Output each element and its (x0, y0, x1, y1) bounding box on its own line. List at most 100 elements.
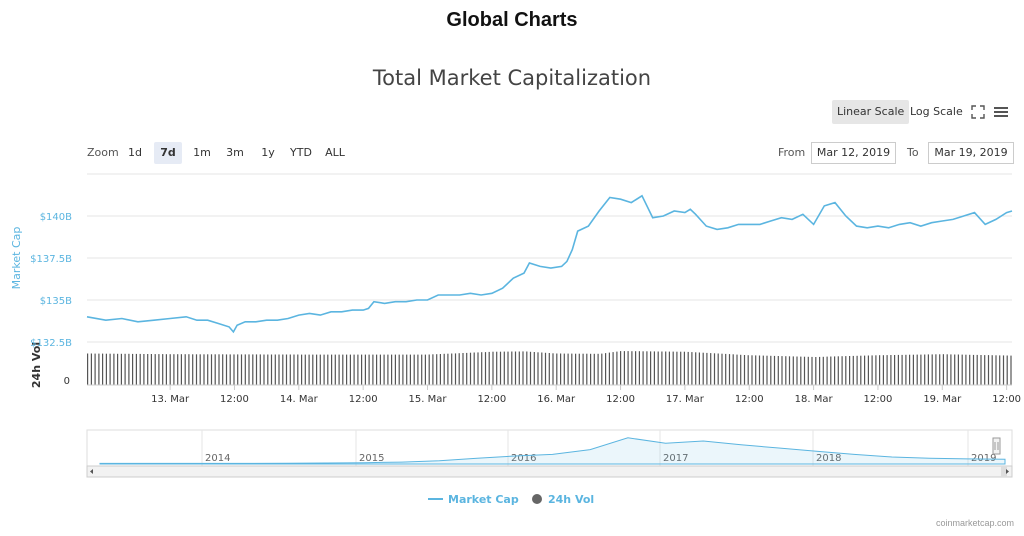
volume-bar (713, 353, 716, 385)
volume-bar (567, 353, 569, 385)
volume-bar (255, 354, 258, 385)
volume-bar (957, 354, 959, 385)
x-tick-label: 15. Mar (409, 394, 448, 405)
volume-bar (608, 352, 610, 385)
volume-bar (770, 355, 772, 385)
volume-bar (815, 357, 817, 385)
zoom-7d-button[interactable]: 7d (154, 142, 182, 164)
volume-bar (777, 356, 779, 385)
volume-bar (548, 353, 550, 385)
volume-bar (270, 354, 273, 385)
volume-bar (90, 353, 92, 385)
volume-bar (361, 354, 363, 385)
navigator-year-label: 2017 (663, 453, 688, 464)
legend: Market Cap 24h Vol (428, 493, 594, 506)
volume-bar (537, 352, 539, 385)
scroll-right-arrow-icon[interactable] (1006, 469, 1009, 474)
volume-bar (541, 352, 543, 385)
volume-bar (732, 354, 734, 385)
volume-bar (747, 355, 749, 385)
volume-bar (657, 351, 659, 385)
volume-bar (87, 353, 89, 385)
menu-icon[interactable] (993, 104, 1009, 120)
volume-bar (368, 354, 370, 385)
navigator-scrollbar[interactable] (86, 465, 1013, 478)
from-date-input[interactable]: Mar 12, 2019 (811, 142, 896, 164)
volume-bar (912, 354, 914, 385)
volume-bar (623, 351, 625, 385)
volume-bar (969, 354, 971, 385)
to-date-input[interactable]: Mar 19, 2019 (928, 142, 1014, 164)
volume-bar (139, 353, 141, 385)
volume-bar (177, 354, 179, 385)
volume-bar (109, 353, 111, 385)
volume-bar (402, 354, 404, 385)
volume-bar (841, 356, 843, 385)
volume-bar (691, 352, 693, 385)
volume-bar (316, 354, 318, 385)
scroll-left-arrow-icon[interactable] (90, 469, 93, 474)
volume-bar (319, 354, 321, 385)
zoom-ytd-button[interactable]: YTD (290, 146, 312, 159)
volume-bar (409, 354, 411, 385)
zoom-1m-button[interactable]: 1m (193, 146, 211, 159)
volume-bar (391, 354, 393, 385)
volume-bar (466, 352, 468, 385)
volume-bar (950, 354, 952, 385)
navigator-handle[interactable] (992, 437, 1001, 455)
volume-bar (605, 353, 607, 385)
volume-bar (661, 351, 663, 385)
volume-bar (447, 353, 449, 385)
volume-bar (819, 356, 821, 385)
navigator-year-label: 2018 (816, 453, 841, 464)
y-tick-label: $135B (40, 296, 72, 307)
volume-bar (132, 353, 134, 385)
volume-bar (432, 354, 434, 385)
volume-bar (867, 355, 869, 385)
log-scale-button[interactable]: Log Scale (910, 105, 963, 118)
volume-bar (421, 354, 423, 385)
volume-bar (638, 351, 640, 385)
x-tick-label: 12:00 (349, 394, 378, 405)
volume-bar (665, 351, 667, 385)
volume-bar (582, 353, 584, 385)
zoom-3m-button[interactable]: 3m (226, 146, 244, 159)
volume-bar (105, 353, 107, 385)
volume-bar (687, 351, 689, 385)
volume-bar (939, 354, 941, 385)
zoom-all-button[interactable]: ALL (325, 146, 345, 159)
volume-bar (894, 355, 896, 385)
legend-market-cap-label[interactable]: Market Cap (448, 493, 519, 506)
volume-bar (150, 354, 152, 385)
fullscreen-icon[interactable] (970, 104, 986, 120)
linear-scale-button[interactable]: Linear Scale (832, 100, 910, 124)
zoom-1d-button[interactable]: 1d (128, 146, 142, 159)
volume-bar (845, 356, 847, 385)
volume-bar (94, 353, 96, 385)
volume-bar (143, 354, 145, 385)
x-tick-label: 12:00 (992, 394, 1021, 405)
volume-bar (192, 354, 194, 385)
grid-lines (87, 173, 1012, 343)
volume-bar (717, 353, 719, 385)
volume-bar (293, 354, 295, 385)
volume-bar (349, 354, 351, 385)
scrollbar-thumb[interactable] (1001, 466, 1007, 477)
volume-bar (518, 351, 520, 385)
volume-bar (173, 354, 175, 385)
volume-bar (274, 354, 276, 385)
zoom-1y-button[interactable]: 1y (261, 146, 275, 159)
volume-bar (751, 355, 753, 385)
volume-bar (165, 354, 167, 385)
market-cap-line (86, 194, 1013, 334)
volume-bar (285, 354, 288, 385)
volume-bar (706, 352, 708, 385)
volume-bar (147, 354, 149, 385)
legend-volume-label[interactable]: 24h Vol (548, 493, 594, 506)
volume-bar (864, 355, 866, 385)
volume-bar (218, 354, 220, 385)
volume-bar (879, 355, 881, 385)
volume-bar (240, 354, 243, 385)
x-tick-label: 12:00 (606, 394, 635, 405)
volume-bar (357, 354, 359, 385)
